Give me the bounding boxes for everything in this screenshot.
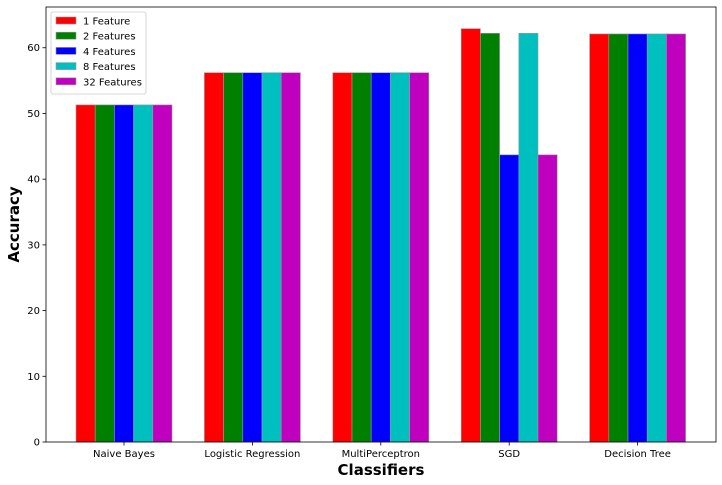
bar (133, 104, 154, 443)
bar (608, 33, 629, 443)
y-tick-label: 20 (27, 306, 40, 317)
bar (518, 32, 539, 443)
bar (152, 104, 173, 443)
bar (94, 104, 115, 443)
bar (280, 72, 301, 443)
y-tick-label: 50 (27, 109, 40, 120)
bar (409, 72, 430, 443)
y-tick-label: 30 (27, 240, 40, 251)
bar (332, 72, 353, 443)
legend-label: 4 Features (83, 47, 136, 58)
x-axis: Naive Bayes Logistic Regression MultiPerce… (93, 442, 671, 460)
legend-label: 2 Features (83, 32, 136, 43)
x-axis-label: Classifiers (338, 461, 425, 479)
bar (370, 72, 391, 443)
legend-label: 1 Feature (83, 17, 130, 28)
bar (390, 72, 410, 443)
y-tick-label: 0 (34, 438, 40, 449)
bar (75, 104, 96, 443)
x-tick-label: Decision Tree (604, 449, 671, 460)
x-tick-label: SGD (498, 449, 520, 460)
legend-swatch (55, 62, 77, 70)
bar (351, 72, 372, 443)
legend-swatch (55, 31, 77, 40)
bar (646, 33, 667, 443)
bar (261, 72, 282, 443)
legend-swatch (55, 16, 77, 25)
y-axis-label: Accuracy (5, 186, 23, 262)
bar (480, 32, 500, 443)
x-tick-label: Logistic Regression (204, 449, 300, 460)
bars-layer (75, 28, 686, 443)
bar (499, 154, 520, 443)
x-tick-label: MultiPerceptron (342, 449, 420, 460)
bar (114, 104, 134, 443)
legend: 1 Feature 2 Features 4 Features 8 Features 3… (50, 11, 147, 95)
bar (537, 154, 558, 443)
bar (223, 72, 244, 443)
legend-swatch (55, 77, 77, 86)
y-axis: 0 10 20 30 40 50 60 (27, 43, 46, 449)
bar (627, 33, 648, 443)
y-tick-label: 60 (27, 43, 40, 54)
x-tick-label: Naive Bayes (93, 449, 155, 460)
bar (204, 72, 224, 443)
bar (589, 33, 610, 443)
legend-label: 8 Features (83, 62, 136, 73)
legend-swatch (55, 47, 77, 55)
y-tick-label: 40 (27, 175, 40, 186)
bar (242, 72, 263, 443)
y-tick-label: 10 (27, 372, 40, 383)
bar (460, 28, 481, 443)
bar (666, 33, 686, 443)
legend-label: 32 Features (83, 77, 142, 88)
